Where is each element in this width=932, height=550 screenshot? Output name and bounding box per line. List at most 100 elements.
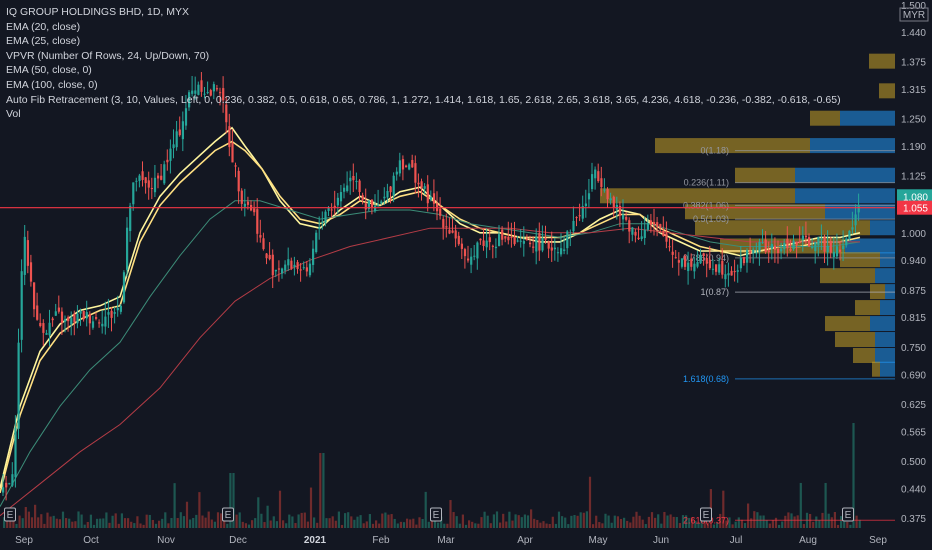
candle-body bbox=[839, 249, 842, 252]
volume-bar bbox=[830, 517, 833, 528]
volume-bar bbox=[598, 522, 601, 528]
candle-body bbox=[572, 220, 575, 232]
candle-body bbox=[138, 175, 141, 181]
legend-ema100[interactable]: EMA (100, close, 0) bbox=[6, 78, 98, 91]
candle-body bbox=[197, 84, 200, 95]
candle-body bbox=[194, 90, 197, 94]
legend-title[interactable]: IQ GROUP HOLDINGS BHD, 1D, MYX bbox=[6, 6, 190, 18]
candle-body bbox=[473, 255, 476, 257]
vpvr-up-bar bbox=[875, 332, 895, 348]
candle-body bbox=[367, 200, 370, 210]
volume-bar bbox=[678, 523, 681, 528]
candle-body bbox=[659, 224, 662, 228]
marked-price-label: 1.080 bbox=[903, 192, 928, 203]
candle-body bbox=[380, 201, 383, 204]
candle-body bbox=[2, 487, 5, 493]
time-axis: Sep Oct Nov Dec 2021 Feb Mar Apr May Jun Jul Aug Sep bbox=[0, 530, 932, 550]
volume-bar bbox=[182, 516, 185, 528]
volume-bar bbox=[272, 516, 275, 528]
candle-body bbox=[122, 272, 126, 303]
volume-bar bbox=[716, 522, 719, 528]
volume-bar bbox=[52, 515, 55, 528]
volume-bar bbox=[192, 517, 195, 528]
vpvr-down-bar bbox=[840, 252, 880, 268]
volume-bar bbox=[114, 513, 117, 528]
candle-body bbox=[426, 184, 429, 204]
candle-body bbox=[556, 252, 560, 254]
volume-bar bbox=[502, 513, 505, 528]
candle-body bbox=[854, 214, 857, 226]
candle-body bbox=[166, 159, 169, 163]
candle-body bbox=[454, 230, 457, 239]
volume-bar bbox=[455, 516, 458, 528]
candle-body bbox=[147, 180, 150, 188]
volume-bar bbox=[449, 500, 452, 528]
volume-bar bbox=[771, 520, 774, 528]
candle-body bbox=[674, 257, 677, 259]
volume-bar bbox=[753, 511, 756, 528]
vpvr-down-bar bbox=[879, 83, 895, 99]
volume-bar bbox=[489, 523, 492, 528]
volume-bar bbox=[743, 523, 747, 528]
candle-body bbox=[200, 80, 203, 92]
volume-bar bbox=[551, 516, 554, 528]
candle-body bbox=[268, 254, 271, 260]
volume-bar bbox=[136, 516, 139, 528]
volume-bar bbox=[427, 521, 430, 528]
candle-body bbox=[522, 241, 525, 244]
volume-bar bbox=[111, 515, 114, 528]
volume-bar bbox=[762, 515, 765, 528]
candle-body bbox=[101, 323, 104, 327]
candle-body bbox=[684, 256, 687, 267]
volume-bar bbox=[30, 517, 34, 528]
candle-body bbox=[680, 258, 684, 267]
candle-body bbox=[687, 262, 690, 272]
candle-body bbox=[609, 198, 612, 201]
volume-bar bbox=[632, 516, 635, 528]
volume-bar bbox=[440, 516, 443, 528]
volume-bar bbox=[499, 522, 502, 528]
legend-ema25[interactable]: EMA (25, close) bbox=[6, 35, 81, 48]
volume-bar bbox=[492, 514, 495, 528]
volume-bar bbox=[21, 518, 24, 528]
volume-bar bbox=[641, 519, 644, 528]
candle-body bbox=[67, 317, 70, 322]
candle-body bbox=[243, 203, 246, 207]
current-price-label: 1.055 bbox=[903, 204, 928, 215]
candle-body bbox=[532, 246, 535, 248]
candle-body bbox=[767, 250, 770, 253]
volume-bar bbox=[12, 521, 15, 528]
volume-bar bbox=[207, 511, 210, 528]
candle-body bbox=[79, 310, 82, 314]
volume-bar bbox=[750, 518, 753, 528]
volume-bar bbox=[238, 512, 241, 528]
candle-body bbox=[755, 252, 758, 254]
vpvr-up-bar bbox=[795, 167, 895, 183]
fib-label: 1.618(0.68) bbox=[683, 374, 729, 384]
volume-bar bbox=[849, 524, 852, 528]
legend-ema20[interactable]: EMA (20, close) bbox=[6, 20, 81, 33]
legend-ema50[interactable]: EMA (50, close, 0) bbox=[6, 64, 92, 77]
volume-bar bbox=[282, 520, 285, 528]
candle-body bbox=[547, 241, 550, 249]
price-tick: 0.815 bbox=[901, 313, 926, 324]
legend-vol[interactable]: Vol bbox=[6, 108, 21, 121]
legend-fib[interactable]: Auto Fib Retracement (3, 10, Values, Lef… bbox=[6, 93, 841, 106]
candle-body bbox=[451, 230, 454, 233]
time-tick: Aug bbox=[799, 535, 817, 546]
candle-body bbox=[525, 238, 529, 240]
legend-vpvr[interactable]: VPVR (Number Of Rows, 24, Up/Down, 70) bbox=[6, 49, 210, 62]
candle-body bbox=[498, 234, 501, 247]
candle-body bbox=[563, 249, 566, 251]
volume-bar bbox=[781, 521, 784, 528]
volume-bar bbox=[365, 521, 368, 528]
volume-bar bbox=[576, 515, 579, 528]
volume-bar bbox=[846, 521, 849, 528]
volume-bar bbox=[306, 521, 309, 528]
volume-bar bbox=[703, 516, 706, 528]
candle-body bbox=[553, 247, 556, 250]
price-tick: 1.000 bbox=[901, 229, 926, 240]
candle-body bbox=[389, 186, 392, 193]
volume-bar bbox=[92, 524, 96, 528]
